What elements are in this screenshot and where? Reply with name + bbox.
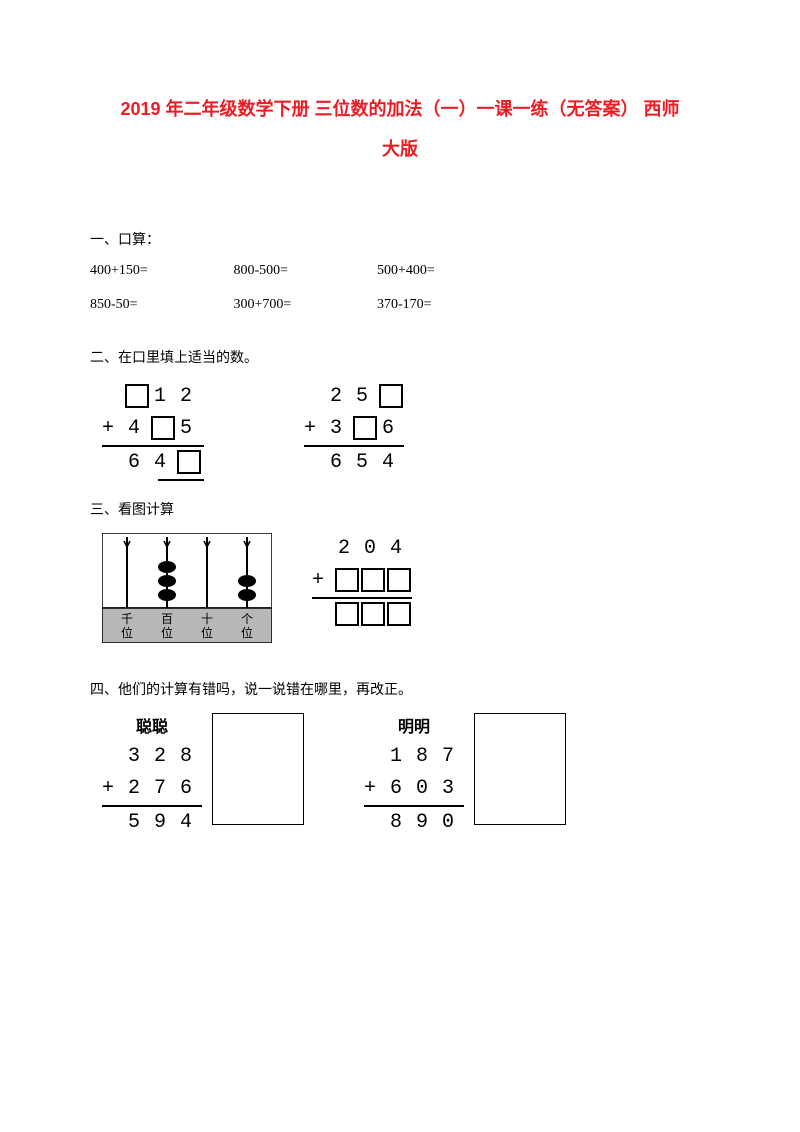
blank-box[interactable] [151, 416, 175, 440]
blank-box[interactable] [387, 568, 411, 592]
section-4-label: 四、他们的计算有错吗，说一说错在哪里，再改正。 [90, 679, 710, 699]
blank-box[interactable] [379, 384, 403, 408]
svg-text:百: 百 [161, 612, 173, 626]
section-1-label: 一、口算： [90, 229, 710, 249]
section-2-label: 二、在口里填上适当的数。 [90, 347, 710, 367]
mental-1a: 400+150= [90, 263, 230, 279]
svg-text:个: 个 [241, 612, 253, 626]
blank-box[interactable] [387, 602, 411, 626]
title-line1: 2019 年二年级数学下册 三位数的加法（一）一课一练（无答案） 西师 [90, 90, 710, 130]
blank-box[interactable] [361, 602, 385, 626]
student-name-2: 明明 [364, 713, 464, 737]
title-block: 2019 年二年级数学下册 三位数的加法（一）一课一练（无答案） 西师 大版 [90, 90, 710, 169]
correction-box-2[interactable] [474, 713, 566, 825]
mental-1c: 500+400= [377, 263, 517, 279]
svg-text:千: 千 [121, 612, 133, 626]
blank-box[interactable] [177, 450, 201, 474]
svg-text:十: 十 [201, 612, 213, 626]
fill-problem-1: 1 2 + 4 5 6 4 [102, 381, 204, 481]
worksheet-page: 2019 年二年级数学下册 三位数的加法（一）一课一练（无答案） 西师 大版 一… [0, 0, 800, 885]
mental-1b: 800-500= [234, 263, 374, 279]
mental-row-1: 400+150= 800-500= 500+400= [90, 263, 710, 279]
student-name-1: 聪聪 [102, 713, 202, 737]
blank-box[interactable] [335, 602, 359, 626]
abacus-icon: 千 位 百 位 十 位 个 位 [102, 533, 272, 643]
svg-text:位: 位 [161, 625, 173, 640]
fill-problem-2: 2 5 + 3 6 6 5 4 [304, 381, 404, 479]
mental-2a: 850-50= [90, 297, 230, 313]
blank-box[interactable] [361, 568, 385, 592]
title-line2: 大版 [90, 130, 710, 170]
mental-2c: 370-170= [377, 297, 517, 313]
mental-row-2: 850-50= 300+700= 370-170= [90, 297, 710, 313]
picture-calc-group: 千 位 百 位 十 位 个 位 2 0 4 + [102, 533, 710, 643]
section-3-label: 三、看图计算 [90, 499, 710, 519]
svg-text:位: 位 [241, 625, 253, 640]
blank-box[interactable] [125, 384, 149, 408]
error-problem-2: 明明 1 8 7 + 6 0 3 [364, 713, 566, 839]
blank-box[interactable] [353, 416, 377, 440]
error-problem-1: 聪聪 3 2 8 + 2 7 6 [102, 713, 304, 839]
mental-2b: 300+700= [234, 297, 374, 313]
underline [158, 479, 204, 481]
blank-box[interactable] [335, 568, 359, 592]
svg-text:位: 位 [201, 625, 213, 640]
picture-add-problem: 2 0 4 + [312, 533, 412, 631]
correction-box-1[interactable] [212, 713, 304, 825]
error-check-group: 聪聪 3 2 8 + 2 7 6 [102, 713, 710, 839]
svg-text:位: 位 [121, 625, 133, 640]
fill-in-group: 1 2 + 4 5 6 4 2 5 [102, 381, 710, 481]
